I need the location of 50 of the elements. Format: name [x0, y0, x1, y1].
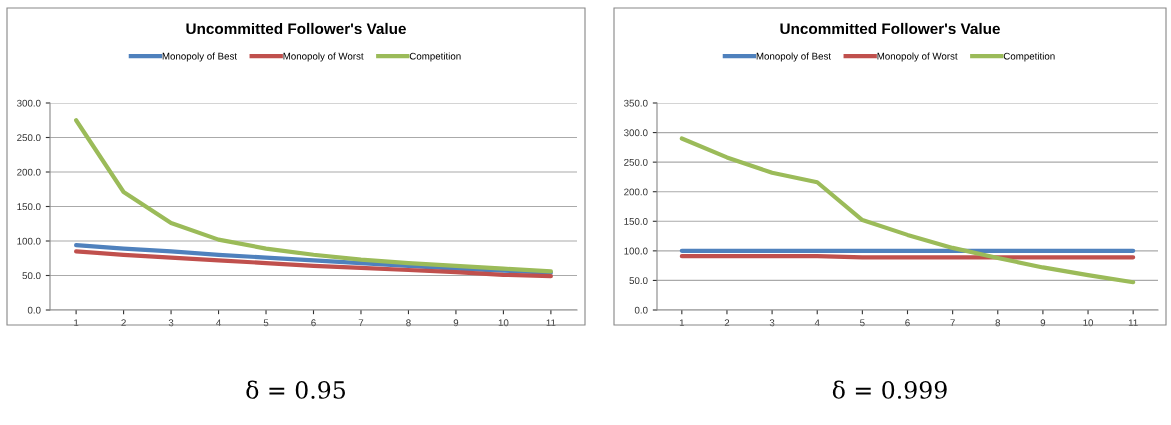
x-tick-label: 9 — [1040, 319, 1046, 327]
x-tick-label: 6 — [311, 319, 316, 327]
chart-title: Uncommitted Follower's Value — [186, 22, 406, 35]
y-tick-label: 50.0 — [629, 277, 648, 285]
y-tick-label: 100.0 — [17, 237, 41, 245]
legend-label: Monopoly of Best — [756, 52, 831, 62]
y-tick-label: 300.0 — [17, 99, 41, 107]
x-tick-label: 4 — [216, 319, 221, 327]
y-tick-label: 250.0 — [17, 134, 41, 142]
y-tick-label: 200.0 — [624, 188, 648, 196]
x-tick-label: 2 — [724, 319, 730, 327]
y-tick-label: 150.0 — [624, 218, 648, 225]
legend-label: Competition — [1003, 52, 1055, 62]
x-tick-label: 3 — [168, 319, 174, 327]
y-tick-label: 200.0 — [17, 168, 41, 176]
y-tick-label: 300.0 — [624, 129, 648, 137]
y-tick-label: 100.0 — [624, 247, 648, 255]
legend-label: Monopoly of Worst — [283, 52, 364, 62]
x-tick-label: 11 — [1128, 319, 1138, 327]
x-tick-label: 7 — [950, 319, 955, 327]
x-tick-label: 5 — [263, 319, 269, 327]
y-tick-label: 0.0 — [634, 306, 648, 314]
legend-label: Monopoly of Worst — [877, 52, 958, 62]
x-tick-label: 10 — [1083, 319, 1094, 327]
x-tick-label: 4 — [814, 319, 820, 327]
x-tick-label: 1 — [74, 319, 79, 327]
y-tick-label: 350.0 — [624, 99, 648, 107]
y-tick-label: 50.0 — [22, 272, 41, 280]
y-tick-label: 250.0 — [624, 158, 648, 166]
x-tick-label: 9 — [453, 319, 459, 327]
chart-title: Uncommitted Follower's Value — [780, 22, 1000, 35]
legend-label: Competition — [409, 52, 461, 62]
legend-label: Monopoly of Best — [162, 52, 237, 62]
line-series — [74, 118, 553, 274]
x-tick-label: 10 — [498, 319, 509, 327]
x-tick-label: 8 — [995, 319, 1001, 327]
x-tick-label: 11 — [546, 319, 556, 327]
line-series — [679, 136, 1136, 285]
line-series — [74, 249, 553, 279]
text: δ = 0.95 — [246, 380, 345, 399]
x-tick-label: 3 — [769, 319, 775, 327]
x-tick-label: 6 — [905, 319, 910, 327]
x-tick-label: 5 — [860, 319, 865, 327]
y-tick-label: 150.0 — [17, 203, 41, 211]
y-tick-label: 0.0 — [27, 306, 41, 314]
x-tick-label: 2 — [121, 319, 126, 327]
text: δ = 0.999 — [832, 380, 947, 399]
x-tick-label: 7 — [358, 319, 364, 327]
x-tick-label: 8 — [406, 319, 411, 327]
x-tick-label: 1 — [679, 319, 685, 327]
